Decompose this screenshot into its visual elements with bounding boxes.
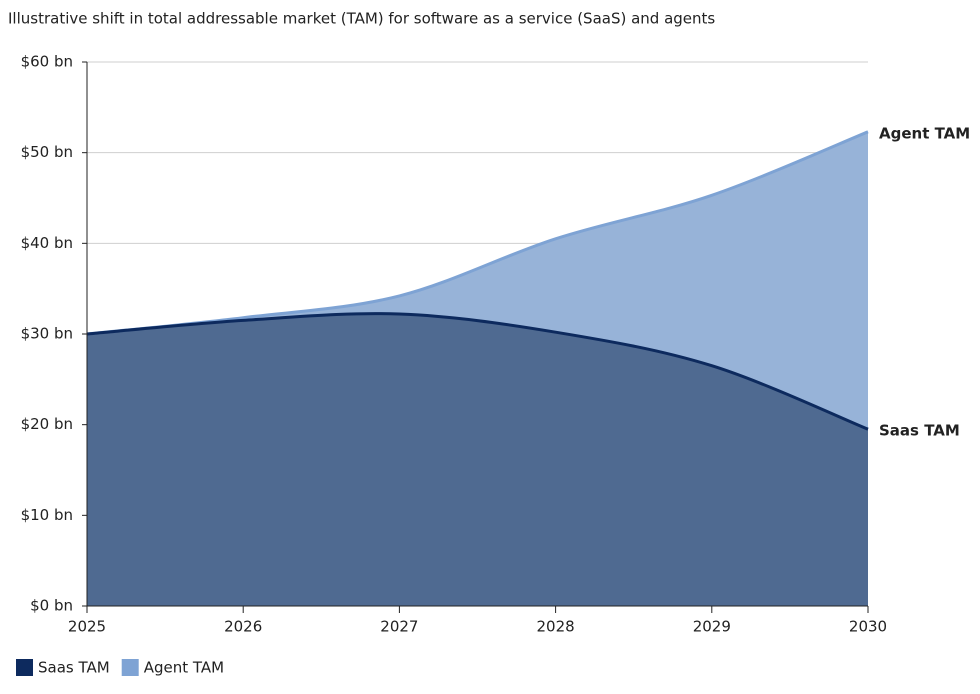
x-tick-label: 2027 [380,618,418,636]
line [86,312,869,431]
series-end-label: Saas TAM [879,422,960,440]
line [86,130,869,336]
x-tick-label: 2029 [693,618,731,636]
y-tick-label: $40 bn [21,234,73,252]
y-tick-label: $20 bn [21,415,73,433]
x-tick-label: 2026 [224,618,262,636]
x-tick-label: 2030 [849,618,887,636]
y-tick-label: $60 bn [21,53,73,71]
x-tick-label: 2025 [68,618,106,636]
chart-title: Illustrative shift in total addressable … [8,10,715,28]
legend-label: Agent TAM [144,659,224,677]
x-tick-label: 2028 [537,618,575,636]
y-tick-label: $10 bn [21,506,73,524]
legend-swatch [16,659,33,676]
y-tick-label: $0 bn [30,597,73,615]
y-tick-label: $50 bn [21,143,73,161]
area [87,313,868,606]
y-tick-label: $30 bn [21,325,73,343]
series-end-label: Agent TAM [879,124,970,142]
legend-label: Saas TAM [38,659,110,677]
legend-swatch [121,659,139,676]
